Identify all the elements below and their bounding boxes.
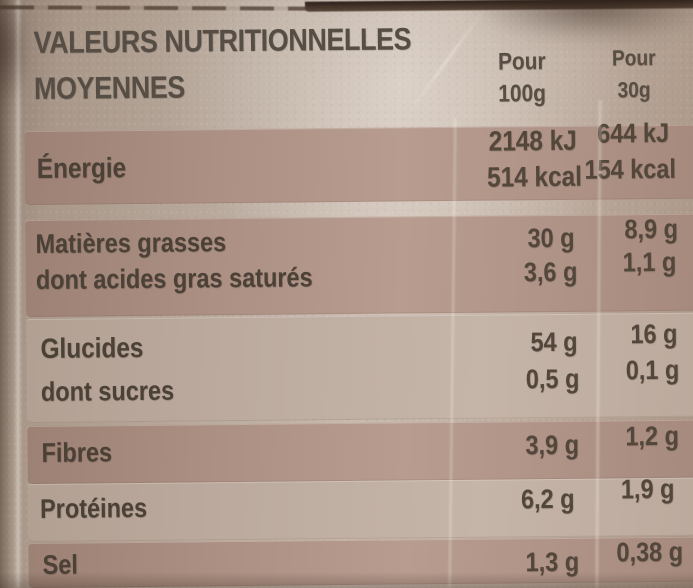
row-label-acides-gras-satures: dont acides gras saturés <box>35 262 313 295</box>
value-energie-kj-100g: 2148 kJ <box>488 124 577 157</box>
value-sel-30g: 0,38 g <box>616 536 684 568</box>
value-satures-30g: 1,1 g <box>623 246 677 278</box>
value-proteines-30g: 1,9 g <box>621 473 676 505</box>
value-proteines-100g: 6,2 g <box>521 483 576 515</box>
value-sel-100g: 1,3 g <box>525 546 580 578</box>
value-sucres-100g: 0,5 g <box>526 363 580 395</box>
top-right-corner-shadow <box>467 0 693 42</box>
row-label-fibres: Fibres <box>41 437 113 468</box>
column-header-per-100g-line1: Pour <box>497 48 546 76</box>
value-energie-kj-30g: 644 kJ <box>597 117 670 149</box>
column-header-per-30g-line1: Pour <box>611 45 656 71</box>
value-matieres-100g: 30 g <box>527 222 575 254</box>
value-fibres-30g: 1,2 g <box>625 420 680 452</box>
row-label-dont-sucres: dont sucres <box>40 375 175 407</box>
value-sucres-30g: 0,1 g <box>626 354 680 386</box>
value-energie-kcal-100g: 514 kcal <box>486 160 583 193</box>
row-band-sel <box>28 536 693 588</box>
page-title-line2: MOYENNES <box>33 69 186 106</box>
row-label-proteines: Protéines <box>39 492 148 524</box>
value-glucides-100g: 54 g <box>530 326 578 358</box>
package-crease-left <box>14 0 22 588</box>
row-label-matieres-grasses: Matières grasses <box>35 227 227 259</box>
value-glucides-30g: 16 g <box>630 318 678 350</box>
row-label-energie: Énergie <box>36 152 127 184</box>
column-header-per-30g-line2: 30g <box>617 77 651 103</box>
package-left-edge-shadow <box>0 0 13 588</box>
row-label-sel: Sel <box>42 549 78 580</box>
column-header-per-100g-line2: 100g <box>498 80 547 108</box>
row-band-fibres <box>27 419 693 485</box>
value-fibres-100g: 3,9 g <box>525 429 580 461</box>
row-label-glucides: Glucides <box>40 331 144 364</box>
top-left-corner-shadow <box>0 0 28 108</box>
value-matieres-30g: 8,9 g <box>624 213 679 245</box>
row-band-glucides <box>26 312 693 424</box>
value-satures-100g: 3,6 g <box>524 256 578 288</box>
page-title-line1: VALEURS NUTRITIONNELLES <box>33 21 412 60</box>
